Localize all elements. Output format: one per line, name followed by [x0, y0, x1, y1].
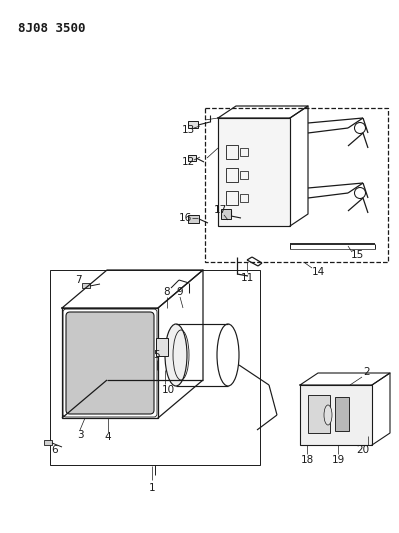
- Bar: [218, 118, 290, 226]
- Text: 11: 11: [240, 273, 254, 283]
- Text: 7: 7: [75, 275, 81, 285]
- Bar: [240, 194, 248, 202]
- Bar: [205, 108, 388, 262]
- Text: 9: 9: [177, 287, 183, 297]
- Text: 13: 13: [182, 125, 195, 135]
- Text: 6: 6: [52, 445, 58, 455]
- Bar: [188, 215, 199, 223]
- Text: 10: 10: [162, 385, 175, 395]
- Text: 8: 8: [164, 287, 170, 297]
- Text: 3: 3: [77, 430, 83, 440]
- Bar: [188, 121, 198, 128]
- FancyBboxPatch shape: [66, 312, 154, 414]
- Bar: [308, 395, 330, 433]
- Bar: [221, 209, 231, 219]
- Bar: [50, 270, 260, 465]
- Text: 18: 18: [300, 455, 314, 465]
- Bar: [188, 155, 196, 161]
- Bar: [156, 338, 168, 356]
- Bar: [240, 148, 248, 156]
- Text: 19: 19: [332, 455, 345, 465]
- Bar: [82, 283, 90, 288]
- Bar: [226, 145, 238, 159]
- Bar: [226, 168, 238, 182]
- Ellipse shape: [165, 324, 187, 386]
- Text: 14: 14: [311, 267, 325, 277]
- Bar: [300, 385, 372, 445]
- Text: 1: 1: [149, 483, 155, 493]
- Bar: [226, 191, 238, 205]
- Text: 17: 17: [213, 205, 227, 215]
- Text: 2: 2: [363, 367, 370, 377]
- Text: 12: 12: [182, 157, 195, 167]
- Bar: [44, 440, 52, 445]
- Text: 8J08 3500: 8J08 3500: [18, 22, 85, 35]
- Text: 15: 15: [350, 250, 363, 260]
- Text: 4: 4: [105, 432, 111, 442]
- Text: 5: 5: [154, 350, 160, 360]
- Bar: [62, 308, 158, 418]
- Bar: [240, 171, 248, 179]
- Ellipse shape: [324, 405, 332, 425]
- Text: 16: 16: [178, 213, 192, 223]
- Text: 20: 20: [356, 445, 369, 455]
- Bar: [335, 397, 349, 431]
